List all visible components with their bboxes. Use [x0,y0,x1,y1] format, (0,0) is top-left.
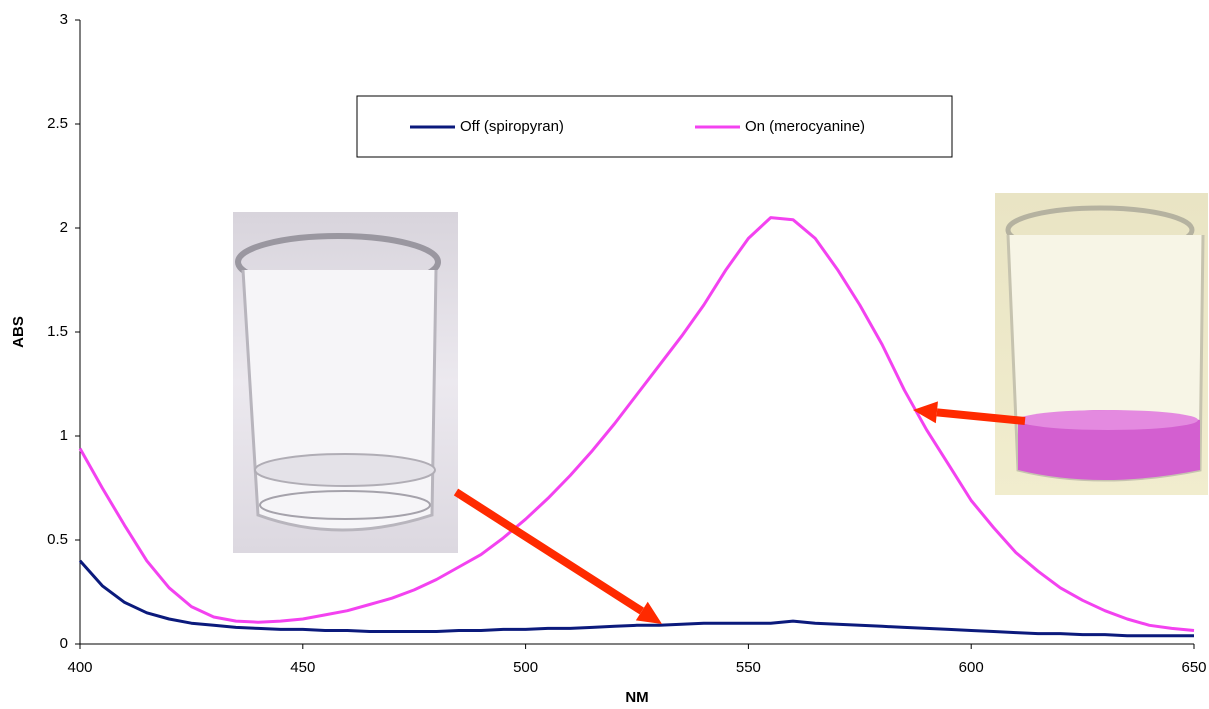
y-tick-label: 1 [60,427,68,444]
y-tick-label: 3 [60,11,68,28]
y-tick-label: 1.5 [47,323,68,340]
x-tick-label: 600 [959,659,984,676]
series-line [78,559,1194,638]
legend-label: On (merocyanine) [745,118,865,135]
y-tick-label: 0.5 [47,531,68,548]
x-tick-label: 650 [1181,659,1206,676]
arrow-head [913,401,938,424]
x-tick-label: 550 [736,659,761,676]
arrow [453,488,644,615]
x-tick-label: 400 [67,659,92,676]
arrow-head [635,601,662,624]
legend: Off (spiropyran) On (merocyanine) [356,95,953,158]
arrow [936,408,1026,425]
y-axis-title: ABS [10,316,27,348]
series-line [78,216,1195,632]
y-tick-label: 0 [60,635,68,652]
x-axis-title: NM [625,689,648,706]
x-tick-label: 500 [513,659,538,676]
photo-clear-beaker [233,212,458,553]
x-tick-label: 450 [290,659,315,676]
y-tick-label: 2 [60,219,68,236]
photo-pink-beaker [995,193,1208,495]
legend-label: Off (spiropyran) [460,118,564,135]
y-tick-label: 2.5 [47,115,68,132]
